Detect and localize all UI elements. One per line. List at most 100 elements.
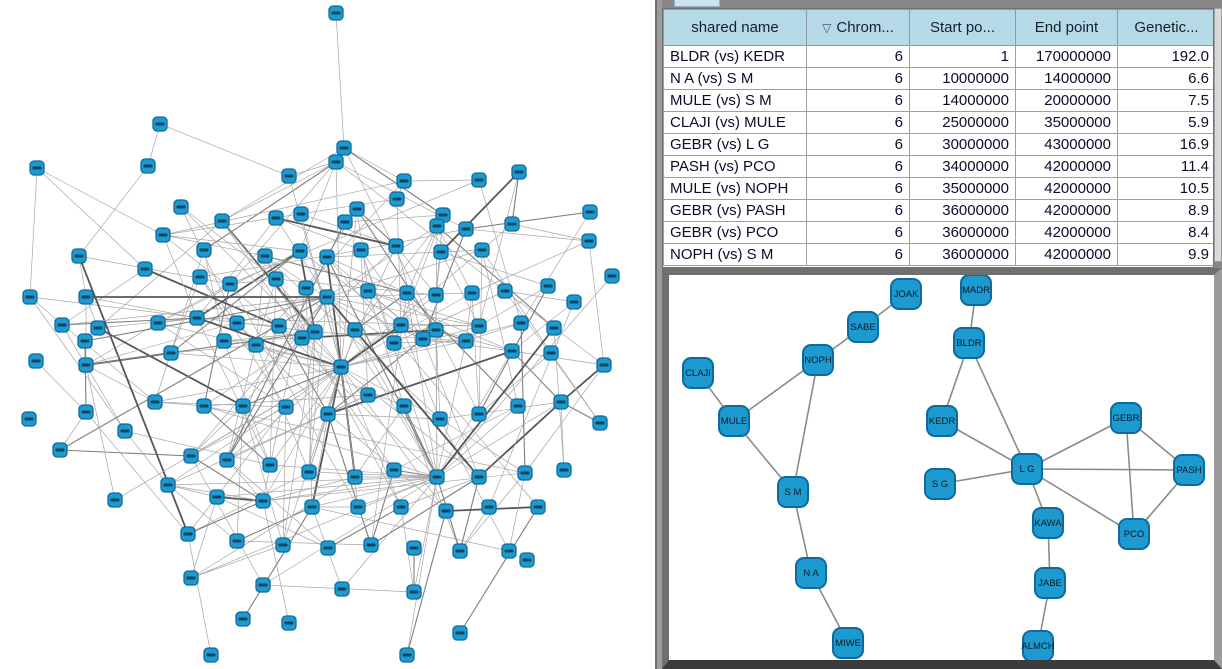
- network-node[interactable]: [511, 164, 527, 180]
- network-node-bldr[interactable]: BLDR: [953, 327, 985, 359]
- network-node[interactable]: [257, 248, 273, 264]
- cell-chrom[interactable]: 6: [806, 67, 910, 90]
- cell-genetic[interactable]: 9.9: [1117, 243, 1213, 266]
- column-header-chrom[interactable]: ▽ Chrom...: [806, 9, 910, 46]
- network-node[interactable]: [481, 499, 497, 515]
- network-node[interactable]: [501, 543, 517, 559]
- network-node[interactable]: [29, 160, 45, 176]
- cell-start-po[interactable]: 36000000: [909, 221, 1016, 244]
- cell-end-point[interactable]: 42000000: [1015, 155, 1118, 178]
- network-node[interactable]: [333, 359, 349, 375]
- cell-chrom[interactable]: 6: [806, 177, 910, 200]
- network-node[interactable]: [147, 394, 163, 410]
- cell-genetic[interactable]: 16.9: [1117, 133, 1213, 156]
- network-node[interactable]: [189, 310, 205, 326]
- network-node-jabe[interactable]: JABE: [1034, 567, 1066, 599]
- network-node[interactable]: [581, 233, 597, 249]
- network-node[interactable]: [347, 469, 363, 485]
- cell-end-point[interactable]: 42000000: [1015, 199, 1118, 222]
- cell-shared-name[interactable]: GEBR (vs) PCO: [663, 221, 807, 244]
- cell-chrom[interactable]: 6: [806, 243, 910, 266]
- table-row[interactable]: NOPH (vs) S M 6 36000000 42000000 9.9: [663, 243, 1213, 266]
- network-node[interactable]: [386, 462, 402, 478]
- network-node[interactable]: [262, 457, 278, 473]
- network-node[interactable]: [268, 271, 284, 287]
- cell-genetic[interactable]: 192.0: [1117, 45, 1213, 68]
- network-node[interactable]: [293, 206, 309, 222]
- network-node[interactable]: [278, 399, 294, 415]
- network-node-gebr[interactable]: GEBR: [1110, 402, 1142, 434]
- network-node[interactable]: [214, 213, 230, 229]
- network-node[interactable]: [396, 173, 412, 189]
- cell-end-point[interactable]: 20000000: [1015, 89, 1118, 112]
- network-node[interactable]: [399, 647, 415, 663]
- cell-shared-name[interactable]: GEBR (vs) L G: [663, 133, 807, 156]
- network-node[interactable]: [21, 411, 37, 427]
- network-node[interactable]: [281, 168, 297, 184]
- network-node[interactable]: [513, 315, 529, 331]
- network-node[interactable]: [301, 464, 317, 480]
- detail-network-canvas[interactable]: JOAK MADR SABE BLDR NOPH CLAJI MULE KEDR GEBR L G…: [669, 275, 1214, 660]
- network-node-pco[interactable]: PCO: [1118, 518, 1150, 550]
- network-node-kawa[interactable]: KAWA: [1032, 507, 1064, 539]
- network-node-joak[interactable]: JOAK: [890, 278, 922, 310]
- network-node[interactable]: [582, 204, 598, 220]
- network-node[interactable]: [294, 330, 310, 346]
- network-overview-panel[interactable]: [0, 0, 655, 669]
- cell-genetic[interactable]: 6.6: [1117, 67, 1213, 90]
- network-node[interactable]: [54, 317, 70, 333]
- table-row[interactable]: N A (vs) S M 6 10000000 14000000 6.6: [663, 67, 1213, 90]
- network-node[interactable]: [530, 499, 546, 515]
- network-node[interactable]: [196, 242, 212, 258]
- network-node[interactable]: [517, 465, 533, 481]
- column-header-start-po[interactable]: Start po...: [909, 9, 1016, 46]
- table-row[interactable]: BLDR (vs) KEDR 6 1 170000000 192.0: [663, 45, 1213, 68]
- network-node[interactable]: [504, 216, 520, 232]
- cell-shared-name[interactable]: GEBR (vs) PASH: [663, 199, 807, 222]
- network-node[interactable]: [298, 280, 314, 296]
- network-node-mule[interactable]: MULE: [718, 405, 750, 437]
- network-node[interactable]: [438, 503, 454, 519]
- cell-shared-name[interactable]: MULE (vs) NOPH: [663, 177, 807, 200]
- network-node-madr[interactable]: MADR: [960, 275, 992, 306]
- network-node[interactable]: [140, 158, 156, 174]
- network-node[interactable]: [363, 537, 379, 553]
- network-node[interactable]: [307, 324, 323, 340]
- network-node[interactable]: [52, 442, 68, 458]
- network-node[interactable]: [235, 611, 251, 627]
- network-node-kedr[interactable]: KEDR: [926, 405, 958, 437]
- network-node[interactable]: [268, 210, 284, 226]
- network-node[interactable]: [458, 333, 474, 349]
- network-node-claji[interactable]: CLAJI: [682, 357, 714, 389]
- table-row[interactable]: CLAJI (vs) MULE 6 25000000 35000000 5.9: [663, 111, 1213, 134]
- network-node[interactable]: [406, 540, 422, 556]
- network-node[interactable]: [319, 249, 335, 265]
- cell-genetic[interactable]: 11.4: [1117, 155, 1213, 178]
- network-node[interactable]: [328, 5, 344, 21]
- network-node[interactable]: [22, 289, 38, 305]
- table-row[interactable]: GEBR (vs) PASH 6 36000000 42000000 8.9: [663, 199, 1213, 222]
- network-node[interactable]: [255, 577, 271, 593]
- cell-start-po[interactable]: 35000000: [909, 177, 1016, 200]
- network-node[interactable]: [389, 191, 405, 207]
- network-node[interactable]: [192, 269, 208, 285]
- network-node[interactable]: [556, 462, 572, 478]
- network-node[interactable]: [271, 318, 287, 334]
- network-node[interactable]: [163, 345, 179, 361]
- cell-chrom[interactable]: 6: [806, 89, 910, 112]
- network-node[interactable]: [546, 320, 562, 336]
- network-node[interactable]: [219, 452, 235, 468]
- network-node-miwe[interactable]: MIWE: [832, 627, 864, 659]
- network-node[interactable]: [347, 322, 363, 338]
- network-node[interactable]: [399, 285, 415, 301]
- network-node[interactable]: [386, 335, 402, 351]
- network-node[interactable]: [428, 322, 444, 338]
- filter-icon[interactable]: ▽: [822, 21, 832, 35]
- network-node[interactable]: [28, 353, 44, 369]
- cell-start-po[interactable]: 1: [909, 45, 1016, 68]
- cell-shared-name[interactable]: MULE (vs) S M: [663, 89, 807, 112]
- network-node-almch[interactable]: ALMCH: [1021, 630, 1055, 660]
- network-node[interactable]: [117, 423, 133, 439]
- network-node[interactable]: [596, 357, 612, 373]
- network-node[interactable]: [471, 469, 487, 485]
